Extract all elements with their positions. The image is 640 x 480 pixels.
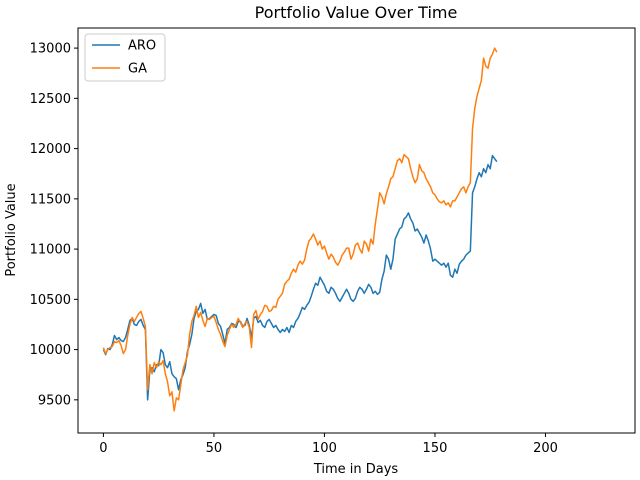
legend-label-aro: ARO (128, 39, 156, 54)
y-tick-label: 13000 (30, 42, 71, 57)
y-tick-label: 11500 (30, 192, 71, 207)
y-tick-label: 11000 (30, 243, 71, 258)
x-tick-label: 0 (99, 441, 107, 456)
series-line-aro (102, 154, 498, 401)
x-tick-label: 200 (533, 441, 558, 456)
x-axis: 0 50 100 150 200 (99, 433, 558, 456)
legend-label-ga: GA (128, 62, 147, 77)
legend: ARO GA (84, 33, 166, 82)
x-axis-label: Time in Days (313, 462, 399, 477)
plot-frame (77, 27, 636, 434)
y-tick-label: 10000 (30, 343, 71, 358)
x-tick-label: 50 (206, 441, 223, 456)
y-tick-label: 9500 (38, 393, 71, 408)
y-tick-label: 12500 (30, 92, 71, 107)
x-tick-label: 150 (423, 441, 448, 456)
series-line-ga (102, 47, 498, 412)
y-axis-label: Portfolio Value (4, 183, 19, 276)
x-tick-label: 100 (312, 441, 337, 456)
y-tick-label: 10500 (30, 293, 71, 308)
y-tick-label: 12000 (30, 142, 71, 157)
chart-title: Portfolio Value Over Time (255, 3, 458, 22)
series-layer (102, 47, 498, 412)
y-axis: 9500 10000 10500 11000 11500 12000 12500 13000 (30, 42, 78, 408)
